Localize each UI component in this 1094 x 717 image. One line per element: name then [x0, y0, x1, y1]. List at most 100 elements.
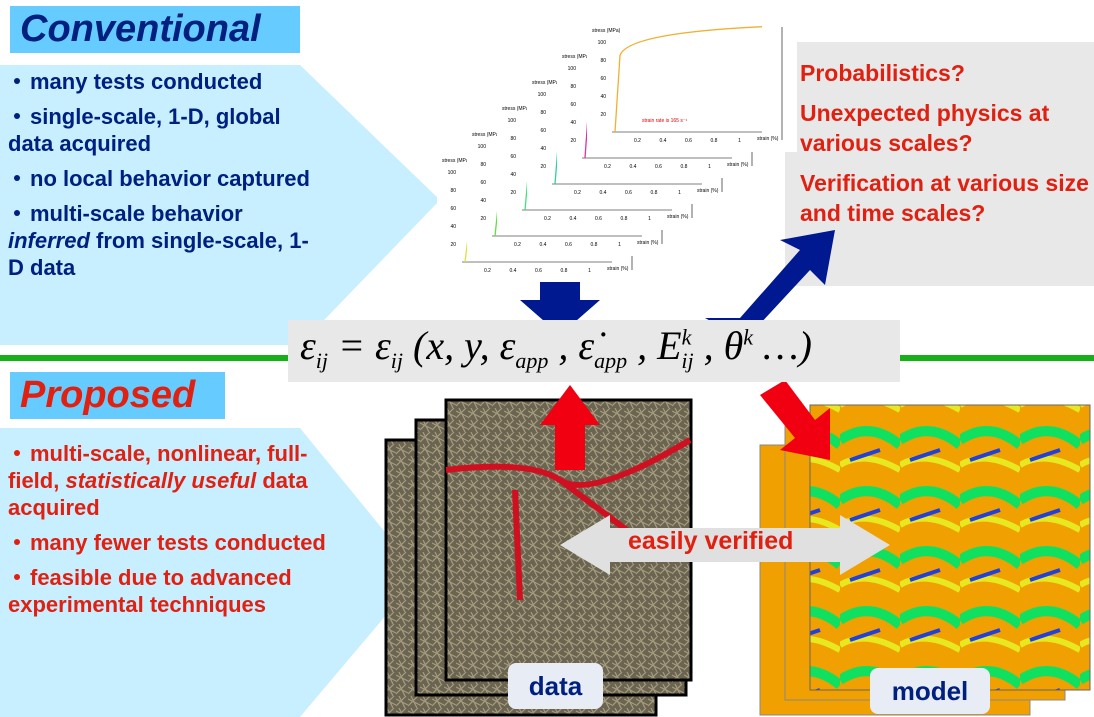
x-tick-label: 0.4	[570, 216, 577, 222]
y-tick-label: 60	[600, 76, 606, 82]
x-tick-label: 1	[618, 242, 621, 248]
y-tick-label: 60	[480, 180, 486, 186]
formula-symbol: =	[338, 323, 365, 368]
y-tick-label: 80	[450, 188, 456, 194]
bullet: no local behavior captured	[8, 165, 318, 192]
x-tick-label: 0.8	[621, 216, 628, 222]
x-tick-label: 1	[648, 216, 651, 222]
stress-strain-plots: 20 40 60 80 100 0.2 0.4 0.6 0.8 1 stress (MPa) stra…	[437, 22, 797, 282]
formula: εij = εij (x, y, εapp , ε̇app , Ekij , θ…	[300, 322, 812, 374]
formula-symbol: …)	[763, 323, 812, 368]
bullet-dot	[14, 574, 20, 581]
question-list: Probabilistics? Unexpected physics at var…	[800, 58, 1090, 238]
axis-label: stress (MPa)	[472, 132, 501, 138]
bullet: multi-scale behavior inferred from singl…	[8, 200, 318, 281]
bullet-text: many fewer tests conducted	[30, 530, 326, 555]
image-label: data	[508, 663, 603, 709]
bullet: many fewer tests conducted	[8, 529, 348, 556]
y-tick-label: 80	[540, 110, 546, 116]
axis-label: stress (MPa)	[442, 158, 471, 164]
plot: 20 40 60 80 100 0.2 0.4 0.6 0.8 1 stress (MPa) stra…	[587, 22, 797, 152]
y-tick-label: 60	[570, 102, 576, 108]
bullet-text: many tests conducted	[30, 69, 263, 94]
y-tick-label: 80	[600, 58, 606, 64]
curve	[614, 26, 763, 133]
bullet-text: feasible due to advanced experimental te…	[8, 565, 292, 617]
x-tick-label: 0.4	[600, 190, 607, 196]
x-tick-label: 0.4	[510, 268, 517, 274]
axis-label: strain (%)	[607, 266, 629, 272]
formula-symbol: θ	[723, 323, 744, 368]
axis-label: strain (%)	[697, 188, 719, 194]
y-tick-label: 40	[450, 224, 456, 230]
formula-subscript: ij	[390, 348, 403, 373]
bullet-text: no local behavior captured	[30, 166, 310, 191]
axis-label: strain (%)	[757, 136, 779, 142]
bullet-text: inferred	[8, 228, 90, 253]
y-tick-label: 40	[510, 172, 516, 178]
formula-symbol: ε	[499, 323, 516, 368]
formula-subscript: ij	[315, 348, 328, 373]
formula-symbol: ,	[703, 323, 714, 368]
x-tick-label: 0.8	[651, 190, 658, 196]
bullet-dot	[14, 175, 20, 182]
x-tick-label: 1	[708, 164, 711, 170]
y-tick-label: 100	[478, 144, 487, 150]
bullet-dot	[14, 78, 20, 85]
formula-subscript: app	[515, 348, 549, 373]
axis-label: strain (%)	[637, 240, 659, 246]
x-tick-label: 0.2	[544, 216, 551, 222]
y-tick-label: 20	[570, 138, 576, 144]
y-tick-label: 60	[510, 154, 516, 160]
y-tick-label: 80	[480, 162, 486, 168]
bullet-list: multi-scale, nonlinear, full-field, stat…	[8, 440, 348, 626]
image-label: model	[870, 668, 990, 714]
bullet-text: data acquired	[8, 468, 308, 520]
x-tick-label: 0.2	[484, 268, 491, 274]
axis-label: stress (MPa)	[502, 106, 531, 112]
x-tick-label: 0.4	[630, 164, 637, 170]
x-tick-label: 0.2	[604, 164, 611, 170]
x-tick-label: 0.4	[540, 242, 547, 248]
axis-label: strain (%)	[667, 214, 689, 220]
x-tick-label: 0.8	[711, 138, 718, 144]
bullet: single-scale, 1-D, global data acquired	[8, 103, 318, 157]
y-tick-label: 40	[540, 146, 546, 152]
question: Unexpected physics at various scales?	[800, 100, 1050, 156]
bullet-text: multi-scale behavior	[30, 201, 243, 226]
x-tick-label: 0.8	[591, 242, 598, 248]
x-tick-label: 0.6	[535, 268, 542, 274]
formula-symbol: (x, y,	[413, 323, 490, 368]
formula-symbol: ε	[300, 323, 316, 368]
bullet-text: from single-scale, 1-D data	[8, 228, 309, 280]
formula-symbol: ε	[375, 323, 391, 368]
y-tick-label: 100	[538, 92, 547, 98]
y-tick-label: 80	[510, 136, 516, 142]
y-tick-label: 100	[598, 40, 607, 46]
x-tick-label: 0.8	[681, 164, 688, 170]
x-tick-label: 0.2	[634, 138, 641, 144]
y-tick-label: 100	[448, 170, 457, 176]
y-tick-label: 20	[540, 164, 546, 170]
x-tick-label: 0.4	[660, 138, 667, 144]
y-tick-label: 20	[480, 216, 486, 222]
x-tick-label: 0.6	[565, 242, 572, 248]
bullet-dot	[14, 450, 20, 457]
question: Probabilistics?	[800, 60, 965, 86]
bullet: multi-scale, nonlinear, full-field, stat…	[8, 440, 348, 521]
formula-subscript: ij	[681, 348, 694, 373]
plot-bg	[587, 22, 797, 152]
y-tick-label: 60	[540, 128, 546, 134]
x-tick-label: 0.6	[625, 190, 632, 196]
x-tick-label: 0.2	[574, 190, 581, 196]
formula-symbol: E	[657, 323, 682, 368]
curve-label: strain rate is 165 s⁻¹	[642, 118, 687, 124]
arrow-label: easily verified	[628, 527, 794, 555]
formula-symbol: ,	[558, 323, 569, 368]
bullet-text: statistically useful	[65, 468, 257, 493]
formula-subscript: app	[594, 348, 628, 373]
axis-label: strain (%)	[727, 162, 749, 168]
y-tick-label: 60	[450, 206, 456, 212]
x-tick-label: 0.6	[655, 164, 662, 170]
